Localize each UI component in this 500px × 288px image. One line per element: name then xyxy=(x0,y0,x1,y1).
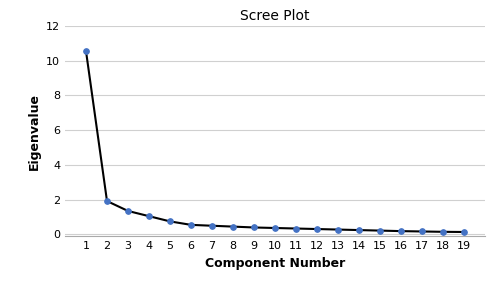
Y-axis label: Eigenvalue: Eigenvalue xyxy=(28,92,40,170)
Title: Scree Plot: Scree Plot xyxy=(240,10,310,23)
X-axis label: Component Number: Component Number xyxy=(205,257,345,270)
